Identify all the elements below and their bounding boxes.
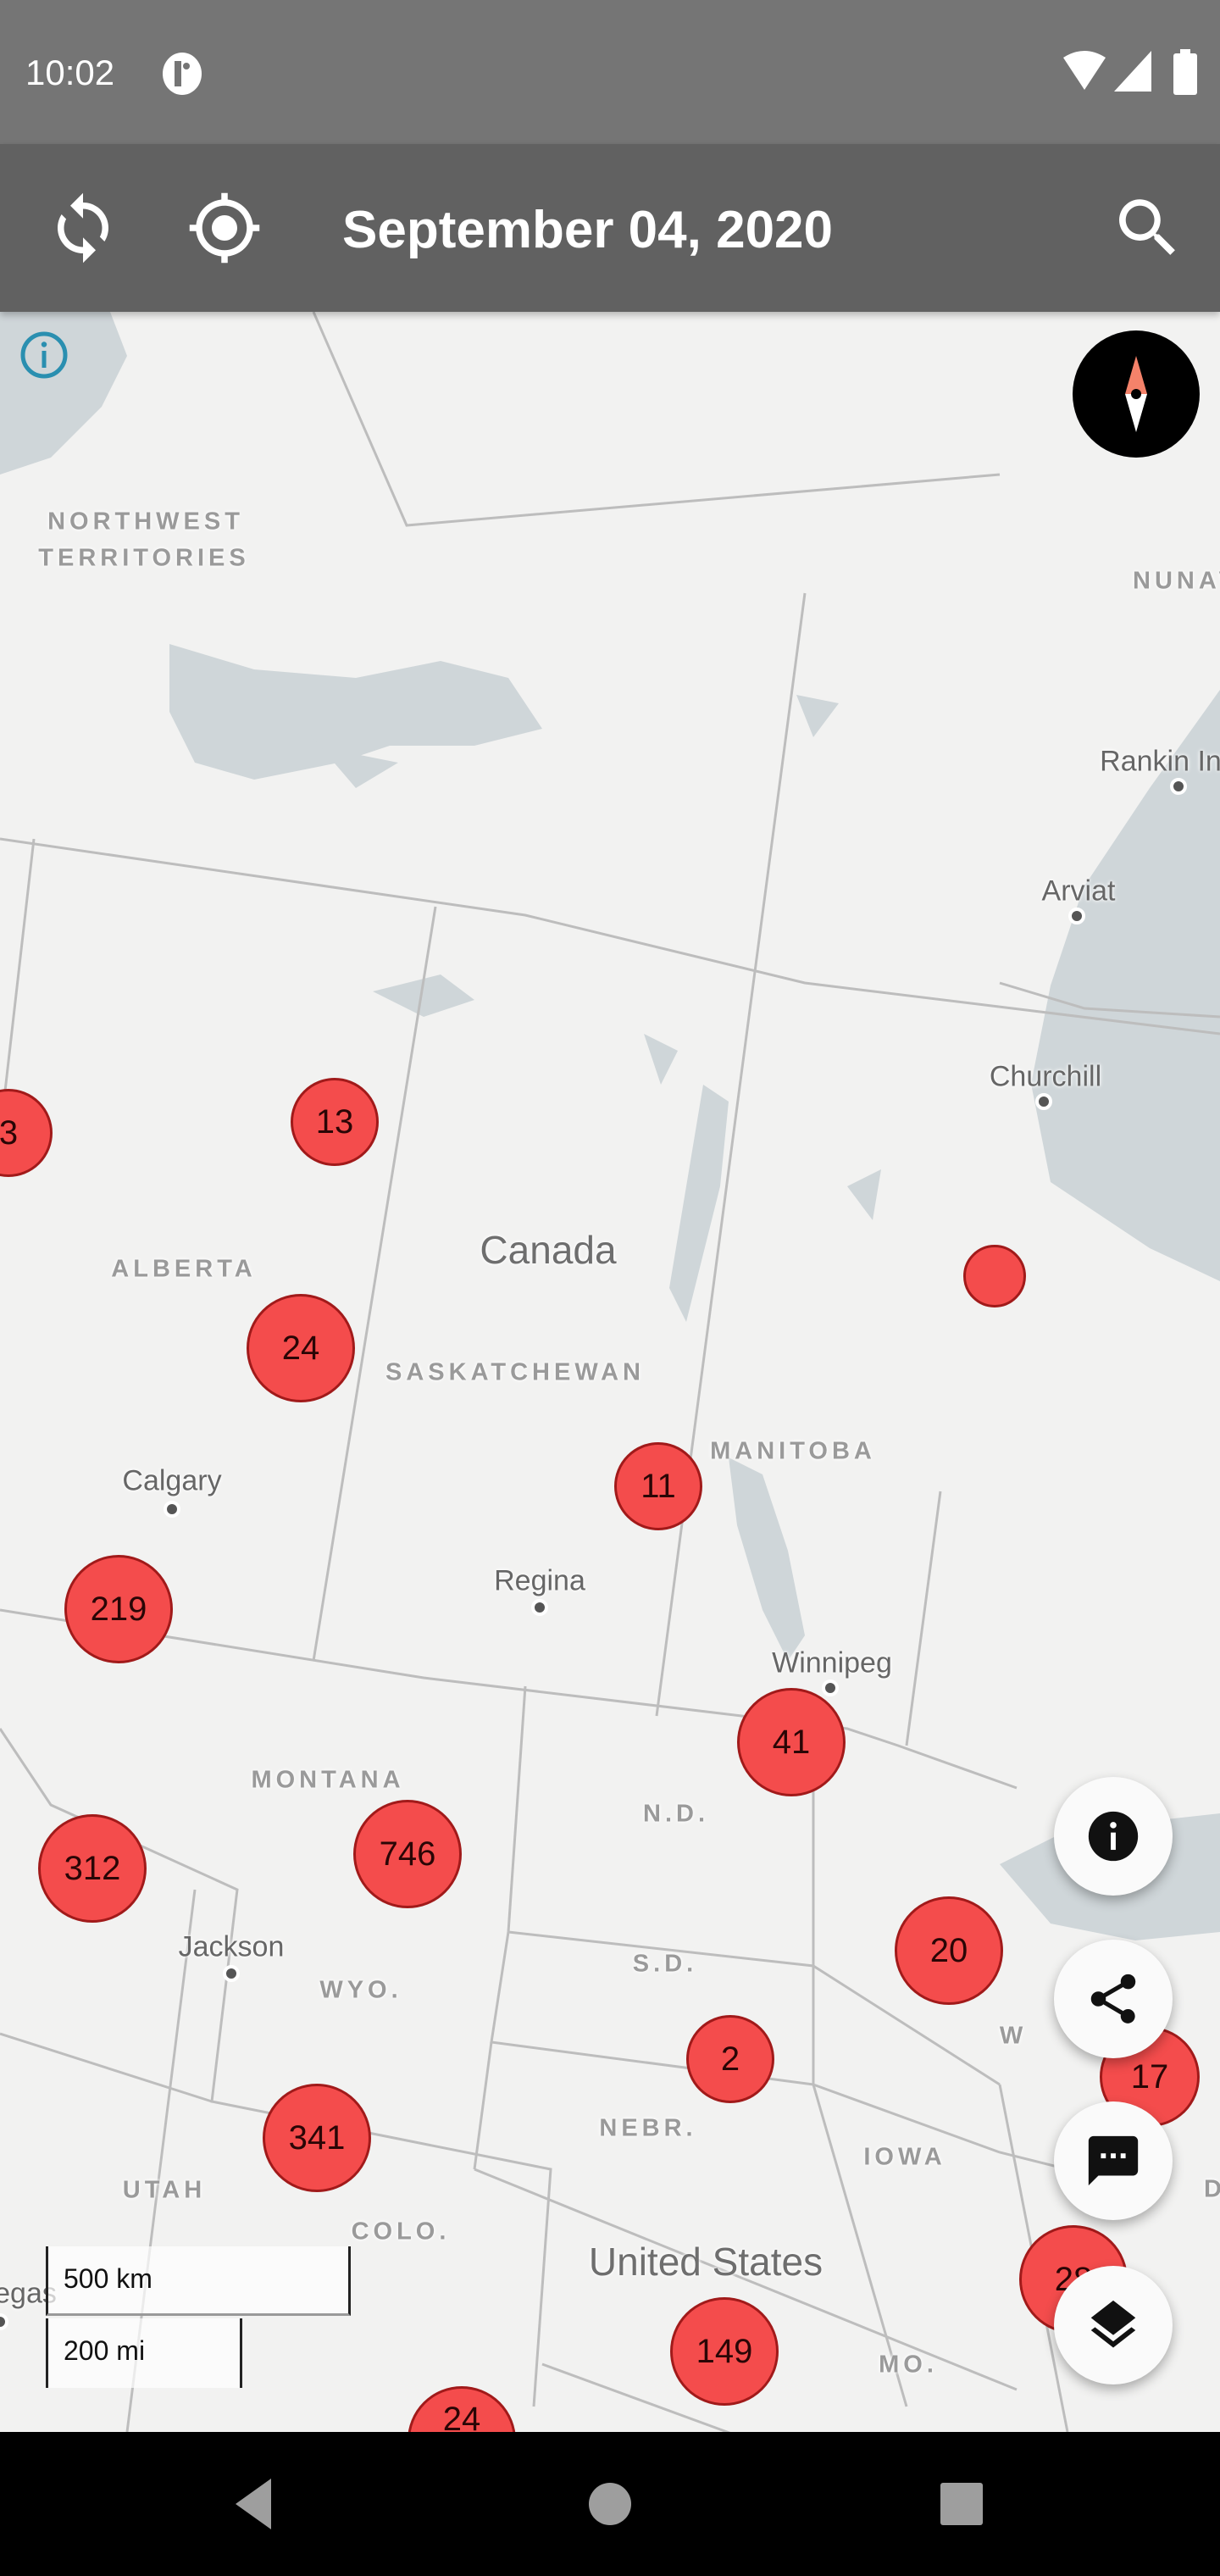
chat-icon (1088, 2135, 1139, 2186)
page-title: September 04, 2020 (342, 201, 834, 259)
city-dot (1068, 908, 1085, 924)
compass-button[interactable] (1073, 330, 1200, 458)
cluster-marker[interactable]: 341 (263, 2084, 371, 2192)
region-label: NORTHWEST (47, 508, 244, 536)
info-button[interactable] (1054, 1777, 1173, 1896)
share-icon (1090, 1974, 1136, 2024)
info-icon (1088, 1811, 1139, 1862)
region-label: IOWA (863, 2143, 946, 2171)
cluster-marker[interactable]: 24 (247, 1294, 355, 1402)
city-label: Calgary (122, 1464, 222, 1497)
cluster-marker[interactable]: 149 (670, 2297, 779, 2406)
city-dot (822, 1679, 839, 1696)
city-dot (1170, 778, 1187, 795)
home-button[interactable] (585, 2479, 635, 2529)
search-icon[interactable] (1110, 190, 1186, 266)
region-label: NEBR. (599, 2114, 697, 2142)
city-dot (164, 1501, 180, 1518)
region-label: NUNAV (1133, 567, 1220, 595)
region-label: UTAH (122, 2176, 207, 2204)
country-label: United States (588, 2240, 824, 2284)
status-bar: 10:02 (0, 0, 1220, 144)
wifi-icon (1063, 51, 1106, 90)
single-marker[interactable] (963, 1245, 1026, 1307)
city-dot (0, 2313, 8, 2330)
app-toolbar: September 04, 2020 (0, 144, 1220, 312)
scale-bar-km: 500 km (46, 2246, 351, 2316)
region-label: N.D. (643, 1800, 709, 1828)
region-label: MONTANA (251, 1766, 405, 1794)
city-dot (1035, 1093, 1052, 1110)
cluster-marker[interactable]: 746 (353, 1800, 462, 1908)
share-button[interactable] (1054, 1940, 1173, 2058)
cluster-marker[interactable]: 312 (38, 1814, 147, 1923)
region-label: MO. (879, 2351, 938, 2379)
notification-icon (163, 53, 202, 95)
region-label: WYO. (319, 1976, 402, 2004)
scale-bar-mi: 200 mi (46, 2318, 242, 2388)
region-label: COLO. (351, 2218, 451, 2246)
region-label: MANITOBA (710, 1437, 876, 1465)
cluster-marker[interactable]: 2 (686, 2015, 774, 2103)
region-label: SASKATCHEWAN (385, 1358, 645, 1386)
borders (0, 311, 1220, 2459)
cluster-marker[interactable]: 20 (895, 1896, 1003, 2005)
signal-icon (1114, 51, 1151, 92)
city-label: Arviat (1041, 874, 1116, 908)
back-button[interactable] (229, 2474, 280, 2534)
region-label: TERRITORIES (38, 544, 250, 572)
region-label: D (1204, 2175, 1220, 2203)
system-nav-bar (0, 2432, 1220, 2576)
city-dot (223, 1965, 240, 1982)
region-label: ALBERTA (111, 1255, 257, 1283)
region-label: W (999, 2022, 1028, 2050)
recents-button[interactable] (936, 2479, 987, 2529)
layers-icon (1090, 2300, 1136, 2348)
city-dot (531, 1599, 548, 1616)
feedback-button[interactable] (1054, 2101, 1173, 2220)
country-label: Canada (480, 1228, 617, 1272)
city-label: Regina (494, 1564, 585, 1597)
region-label: S.D. (632, 1950, 698, 1978)
city-label: Winnipeg (772, 1646, 892, 1679)
cluster-marker[interactable]: 13 (291, 1078, 379, 1166)
layers-button[interactable] (1054, 2266, 1173, 2384)
city-label: Jackson (178, 1930, 285, 1963)
my-location-icon[interactable] (186, 190, 263, 266)
battery-icon (1173, 49, 1197, 95)
compass-icon (1125, 356, 1147, 432)
cluster-marker[interactable]: 219 (64, 1555, 173, 1663)
cluster-marker[interactable]: 41 (737, 1688, 846, 1796)
cluster-marker[interactable]: 11 (614, 1442, 702, 1530)
city-label: Rankin In (1100, 745, 1220, 778)
city-label: Churchill (989, 1060, 1102, 1093)
attribution-info-icon[interactable] (19, 330, 69, 380)
status-time: 10:02 (25, 53, 115, 92)
refresh-icon[interactable] (45, 190, 121, 266)
